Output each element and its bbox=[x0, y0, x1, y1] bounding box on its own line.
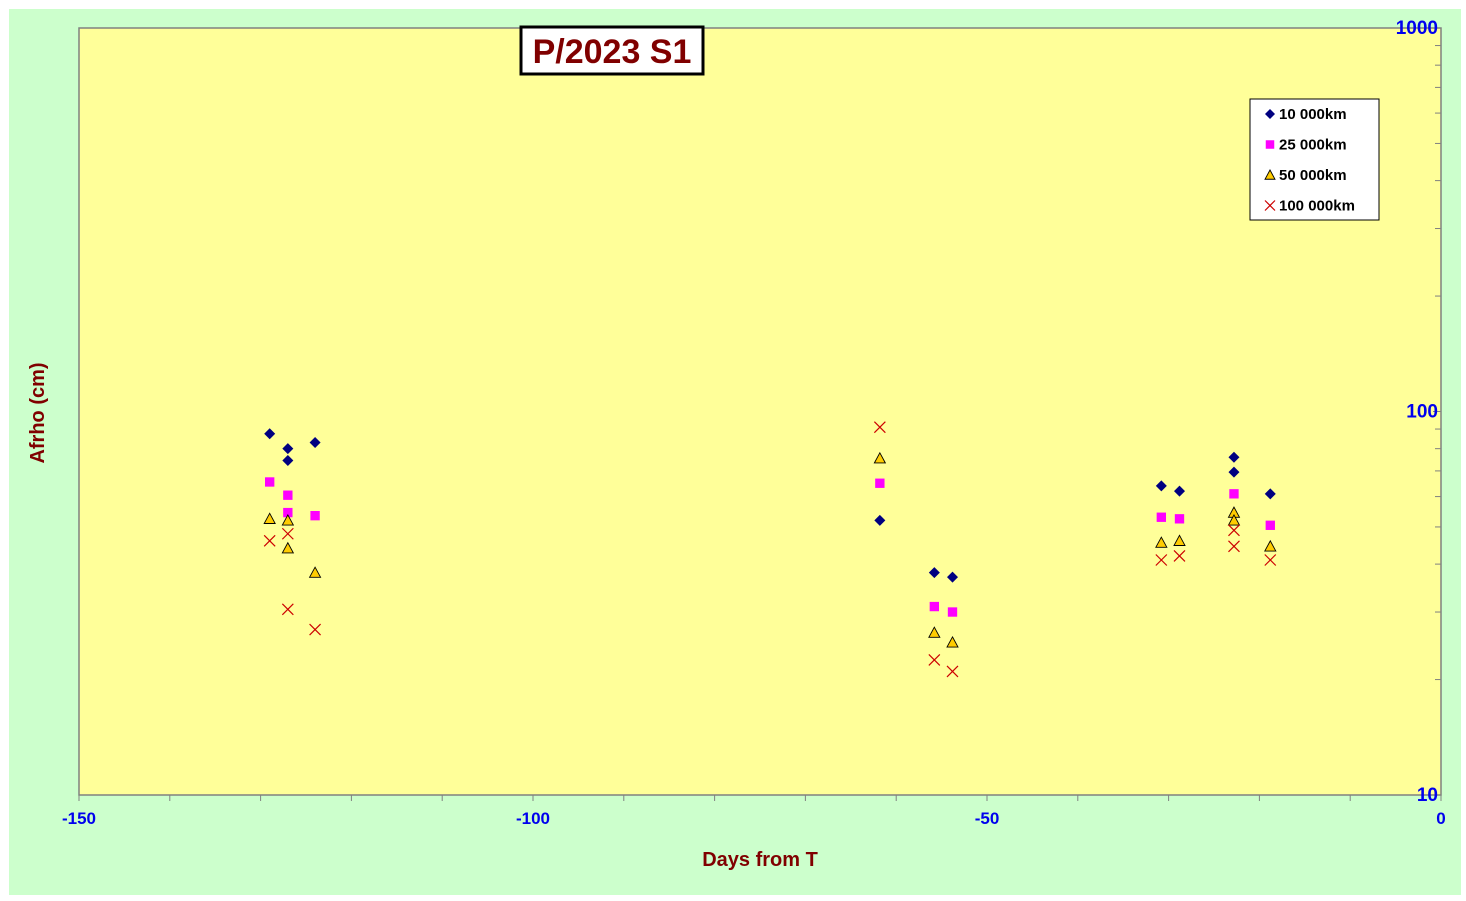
point-series-1 bbox=[1229, 489, 1239, 499]
point-series-0 bbox=[309, 437, 321, 449]
point-series-2 bbox=[281, 513, 295, 526]
x-stroke bbox=[1155, 554, 1168, 566]
point-series-3 bbox=[1173, 550, 1186, 562]
point-series-2 bbox=[946, 635, 959, 648]
legend: 10 000km 25 000km 50 000km 100 000km bbox=[1249, 98, 1380, 221]
point-series-2 bbox=[928, 626, 941, 638]
x-stroke bbox=[1228, 540, 1240, 553]
point-series-3 bbox=[873, 421, 886, 434]
point-series-0 bbox=[928, 567, 940, 579]
x-tick-label: -50 bbox=[975, 809, 1000, 828]
plot-area bbox=[78, 27, 1442, 796]
legend-marker bbox=[1264, 200, 1276, 211]
point-series-1 bbox=[310, 511, 320, 521]
point-series-1 bbox=[875, 478, 885, 488]
point-series-3 bbox=[1228, 524, 1240, 537]
x-stroke bbox=[281, 603, 294, 616]
point-series-1 bbox=[1174, 514, 1185, 524]
point-series-3 bbox=[263, 534, 276, 547]
legend-box bbox=[1249, 98, 1380, 221]
point-series-0 bbox=[1228, 466, 1240, 478]
point-series-2 bbox=[1155, 536, 1168, 548]
point-series-3 bbox=[1228, 540, 1240, 553]
point-series-3 bbox=[281, 603, 294, 616]
x-axis-ticks: -150 -100 -50 0 bbox=[62, 795, 1446, 828]
point-series-2 bbox=[281, 541, 295, 554]
point-series-2 bbox=[308, 566, 322, 578]
point-series-0 bbox=[1173, 485, 1185, 497]
legend-label: 100 000km bbox=[1279, 198, 1355, 215]
point-series-3 bbox=[1155, 554, 1168, 566]
x-tick-label: 0 bbox=[1436, 809, 1445, 828]
legend-label: 10 000km bbox=[1279, 106, 1347, 123]
x-stroke bbox=[873, 421, 886, 434]
legend-marker bbox=[1264, 169, 1276, 180]
x-tick-label: -150 bbox=[62, 809, 96, 828]
x-stroke bbox=[281, 527, 294, 540]
point-series-1 bbox=[1156, 512, 1167, 522]
point-series-0 bbox=[282, 455, 294, 467]
data-points bbox=[263, 421, 1277, 678]
point-series-0 bbox=[264, 428, 276, 440]
x-stroke bbox=[1228, 524, 1240, 537]
x-stroke bbox=[309, 623, 322, 636]
x-stroke bbox=[1264, 554, 1277, 566]
point-series-0 bbox=[1228, 451, 1240, 463]
y-tick-label: 100 bbox=[1406, 402, 1438, 423]
point-series-3 bbox=[309, 623, 322, 636]
point-series-3 bbox=[1264, 554, 1277, 566]
point-series-3 bbox=[946, 665, 959, 678]
y-axis-title: Afrho (cm) bbox=[27, 362, 49, 463]
x-stroke bbox=[928, 654, 941, 666]
point-series-3 bbox=[281, 527, 294, 540]
point-series-1 bbox=[1265, 520, 1275, 530]
point-series-2 bbox=[263, 512, 276, 524]
point-series-2 bbox=[1173, 534, 1186, 546]
y-tick-label: 10 bbox=[1417, 785, 1438, 806]
y-tick-label: 1000 bbox=[1396, 18, 1438, 39]
point-series-0 bbox=[282, 443, 294, 455]
legend-marker bbox=[1265, 140, 1275, 149]
point-series-2 bbox=[1264, 539, 1277, 552]
x-stroke bbox=[1173, 550, 1186, 562]
point-series-1 bbox=[929, 601, 940, 612]
point-series-2 bbox=[1227, 513, 1241, 526]
point-series-1 bbox=[265, 477, 275, 487]
point-series-1 bbox=[283, 490, 293, 500]
point-series-0 bbox=[1155, 480, 1167, 492]
point-series-2 bbox=[873, 451, 887, 464]
point-series-1 bbox=[283, 507, 293, 518]
legend-label: 50 000km bbox=[1279, 167, 1347, 184]
point-series-0 bbox=[1264, 488, 1276, 500]
title-box bbox=[519, 25, 705, 76]
chart-title: P/2023 S1 bbox=[533, 33, 692, 71]
point-series-0 bbox=[874, 514, 886, 526]
point-series-0 bbox=[946, 571, 958, 583]
x-tick-label: -100 bbox=[516, 809, 550, 828]
x-stroke bbox=[263, 534, 276, 547]
point-series-1 bbox=[947, 607, 958, 617]
x-stroke bbox=[946, 665, 959, 678]
legend-marker bbox=[1265, 109, 1275, 119]
legend-label: 25 000km bbox=[1279, 137, 1347, 154]
y-axis-ticks: 10 100 1000 bbox=[1396, 18, 1441, 806]
x-axis-title: Days from T bbox=[702, 849, 818, 871]
x-stroke bbox=[1264, 200, 1276, 211]
point-series-3 bbox=[928, 654, 941, 666]
